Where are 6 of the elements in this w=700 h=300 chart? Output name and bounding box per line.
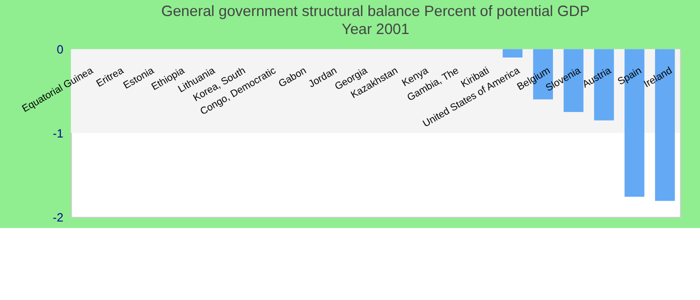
chart-subtitle: Year 2001 (342, 21, 410, 38)
y-tick-label: 0 (56, 42, 64, 57)
x-tick-label: Spain (616, 65, 644, 88)
chart-title: General government structural balance Percent of potential GDP (161, 3, 590, 20)
y-tick-label: -2 (52, 210, 64, 224)
y-tick-label: -1 (52, 126, 64, 140)
